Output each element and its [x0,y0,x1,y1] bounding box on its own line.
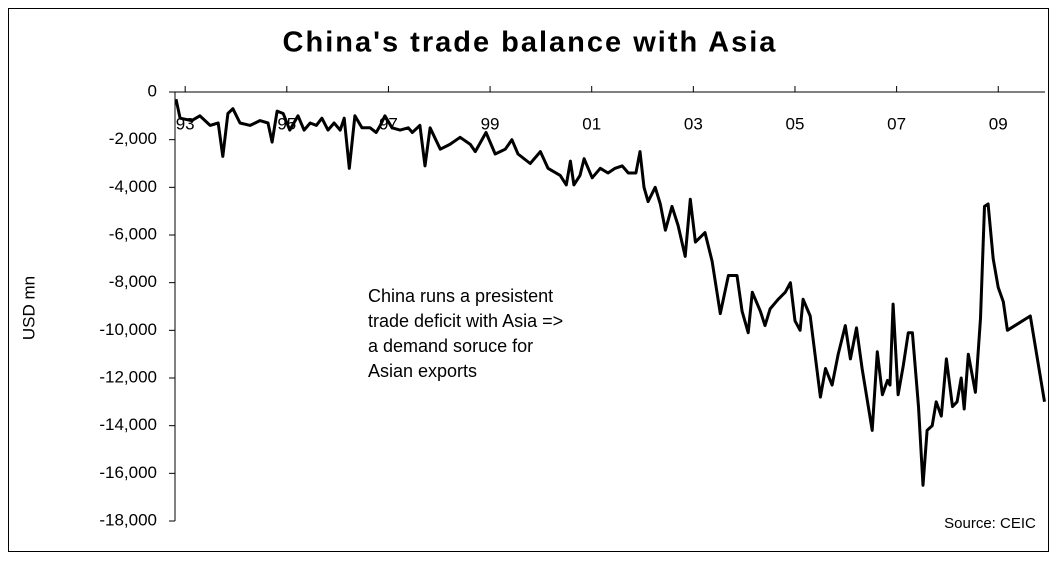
y-tick-label: -16,000 [99,463,157,482]
chart-frame [8,8,1049,552]
data-line [174,98,1046,487]
x-tick-label: 01 [582,114,601,133]
y-tick-label: -14,000 [99,415,157,434]
x-tick-label: 99 [481,114,500,133]
y-tick-label: -6,000 [109,224,157,243]
x-tick-label: 03 [684,114,703,133]
y-tick-label: -4,000 [109,177,157,196]
y-axis-label: USD mn [19,276,38,340]
y-tick-label: -12,000 [99,367,157,386]
x-tick-label: 05 [786,114,805,133]
annotation: a demand soruce for [368,336,533,356]
annotation: China runs a presistent [368,286,553,306]
y-tick-label: -2,000 [109,129,157,148]
y-tick-label: -8,000 [109,272,157,291]
x-tick-label: 07 [887,114,906,133]
annotation: Asian exports [368,361,477,381]
y-tick-label: -18,000 [99,510,157,529]
x-tick-label: 09 [989,114,1008,133]
y-tick-label: -10,000 [99,320,157,339]
source: Source: CEIC [944,515,1036,532]
chart-title: China's trade balance with Asia [283,27,778,59]
annotation: trade deficit with Asia => [368,311,563,331]
y-tick-label: 0 [148,81,157,100]
